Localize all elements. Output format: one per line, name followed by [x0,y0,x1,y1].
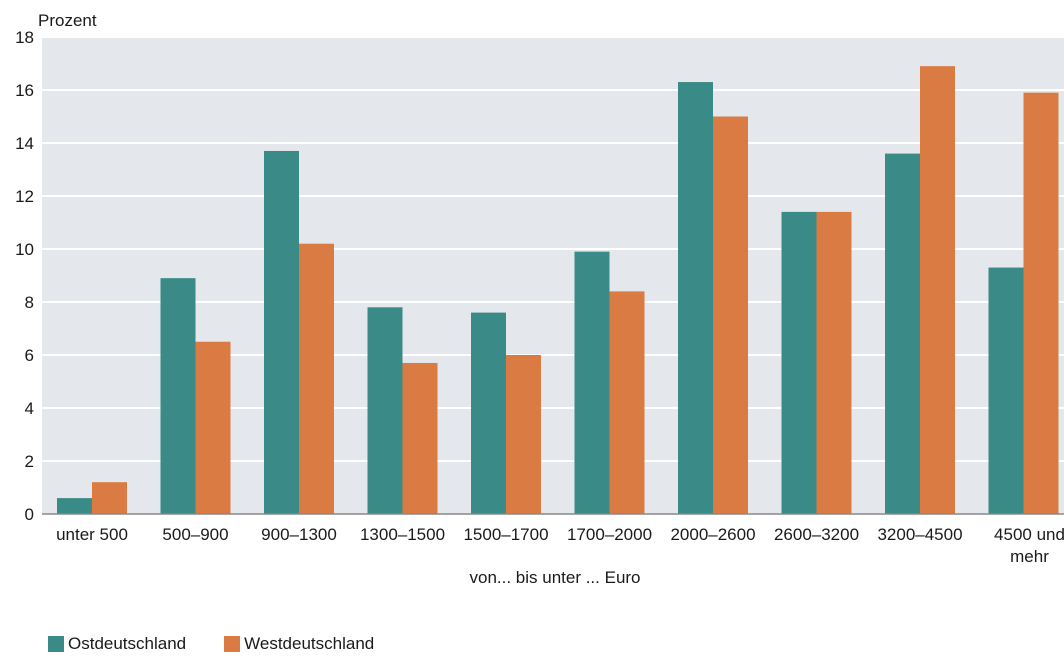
y-tick-label-12: 12 [15,187,34,206]
x-tick-label-5: 1500–1700 [463,525,548,544]
bar-westdeutschland-2 [195,341,231,514]
y-tick-label-14: 14 [15,134,34,153]
bar-westdeutschland-1 [92,482,127,514]
bar-westdeutschland-4 [402,362,438,514]
bar-westdeutschland-10 [1023,92,1059,515]
y-tick-label-16: 16 [15,81,34,100]
y-tick-label-2: 2 [25,452,34,471]
x-tick-label-10: 4500 und mehr [994,525,1064,566]
x-tick-label-8: 2600–3200 [774,525,859,544]
bar-ostdeutschland-10 [988,267,1024,514]
bar-westdeutschland-7 [713,116,748,514]
legend-item-ostdeutschland: Ostdeutschland [48,634,186,654]
bar-westdeutschland-6 [609,291,645,514]
legend: Ostdeutschland Westdeutschland [48,634,374,654]
y-axis-label: Prozent [38,11,97,30]
legend-label-ostdeutschland: Ostdeutschland [68,634,187,653]
x-tick-label-6: 1700–2000 [567,525,652,544]
bar-ostdeutschland-2 [160,278,196,514]
x-tick-label-3: 900–1300 [261,525,337,544]
bar-ostdeutschland-6 [574,251,610,514]
bar-ostdeutschland-1 [57,498,92,514]
bar-westdeutschland-3 [299,243,334,514]
x-axis-label: von... bis unter ... Euro [469,568,640,587]
y-tick-label-6: 6 [25,346,34,365]
x-tick-label-2: 500–900 [162,525,228,544]
legend-label-westdeutschland: Westdeutschland [244,634,375,653]
bar-ostdeutschland-3 [264,150,299,514]
bar-ostdeutschland-7 [678,82,713,515]
bars [57,66,1059,515]
bar-ostdeutschland-5 [471,312,506,514]
legend-swatch-westdeutschland [224,636,241,652]
bar-ostdeutschland-4 [367,307,403,514]
x-tick-label-1: unter 500 [56,525,128,544]
y-tick-label-4: 4 [25,399,34,418]
x-tick-labels: unter 500 500–900 900–1300 1300–1500 1500–17… [56,525,1064,566]
y-tick-label-10: 10 [15,240,34,259]
x-tick-label-9: 3200–4500 [877,525,962,544]
bar-ostdeutschland-9 [885,153,920,514]
y-tick-labels: 0 2 4 6 8 10 12 14 16 18 [15,28,34,524]
bar-westdeutschland-8 [816,211,852,514]
bar-ostdeutschland-8 [781,211,817,514]
bar-westdeutschland-9 [920,66,955,515]
legend-item-westdeutschland: Westdeutschland [224,634,374,654]
bar-westdeutschland-5 [506,355,541,514]
legend-swatch-ostdeutschland [48,636,64,652]
y-tick-label-0: 0 [25,505,34,524]
x-tick-label-7: 2000–2600 [670,525,755,544]
y-tick-label-8: 8 [25,293,34,312]
x-tick-label-4: 1300–1500 [360,525,445,544]
y-tick-label-18: 18 [15,28,34,47]
